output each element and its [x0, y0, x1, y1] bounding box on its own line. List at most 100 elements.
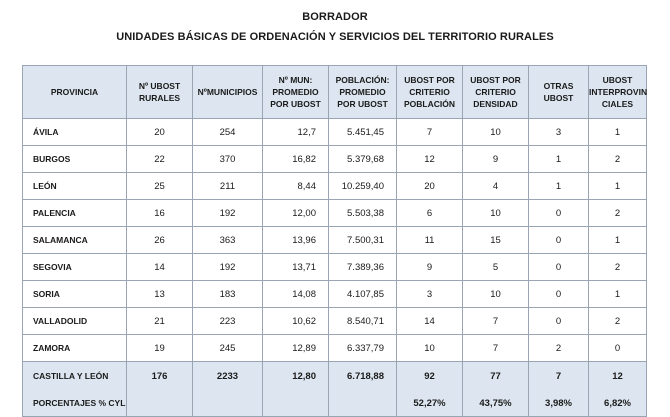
total-cell: 92	[396, 361, 463, 390]
table-cell: 254	[192, 118, 263, 146]
table-cell: 15	[462, 226, 529, 254]
percent-cell: 43,75%	[462, 390, 529, 417]
header-criterio-densidad: UBOST POR CRITERIO DENSIDAD	[462, 65, 529, 119]
table-cell: 1	[588, 226, 647, 254]
table-cell: 3	[528, 118, 589, 146]
table-cell: 14	[396, 307, 463, 335]
document-subtitle: UNIDADES BÁSICAS DE ORDENACIÓN Y SERVICI…	[116, 31, 554, 43]
table-row: SORIA 13 183 14,08 4.107,85 3 10 0 1	[22, 280, 647, 308]
table-cell: 2	[588, 145, 647, 173]
percent-cell	[126, 390, 193, 417]
table-row: BURGOS 22 370 16,82 5.379,68 12 9 1 2	[22, 145, 647, 173]
total-label: CASTILLA Y LEÓN	[22, 361, 127, 390]
table-cell: 10	[396, 334, 463, 362]
table-cell: 5	[462, 253, 529, 281]
table-cell: 20	[396, 172, 463, 200]
table-cell: 10,62	[262, 307, 329, 335]
table-cell: 0	[588, 334, 647, 362]
table-cell: 4.107,85	[328, 280, 397, 308]
total-cell: 176	[126, 361, 193, 390]
table-cell: 11	[396, 226, 463, 254]
table-cell: 10.259,40	[328, 172, 397, 200]
table-cell: 211	[192, 172, 263, 200]
table-cell: 12,89	[262, 334, 329, 362]
percent-label: PORCENTAJES % CYL	[22, 390, 127, 417]
table-cell: 192	[192, 253, 263, 281]
table-cell: 1	[588, 280, 647, 308]
header-interprovinciales: UBOST INTERPROVIN CIALES	[588, 65, 647, 119]
table-cell: 245	[192, 334, 263, 362]
percent-cell: 52,27%	[396, 390, 463, 417]
table-cell: 14,08	[262, 280, 329, 308]
percent-cell	[328, 390, 397, 417]
table-cell: 6	[396, 199, 463, 227]
table-cell: 8,44	[262, 172, 329, 200]
table-cell: 10	[462, 199, 529, 227]
table-cell: 5.379,68	[328, 145, 397, 173]
total-cell: 2233	[192, 361, 263, 390]
table-row: SALAMANCA 26 363 13,96 7.500,31 11 15 0 1	[22, 226, 647, 254]
table-cell: 13,96	[262, 226, 329, 254]
percent-cell: 3,98%	[528, 390, 589, 417]
table-row: PALENCIA 16 192 12,00 5.503,38 6 10 0 2	[22, 199, 647, 227]
total-cell: 77	[462, 361, 529, 390]
table-cell: 21	[126, 307, 193, 335]
table-row: VALLADOLID 21 223 10,62 8.540,71 14 7 0 2	[22, 307, 647, 335]
table-cell: 370	[192, 145, 263, 173]
table-cell: 22	[126, 145, 193, 173]
percent-row: PORCENTAJES % CYL 52,27% 43,75% 3,98% 6,…	[22, 390, 647, 417]
percent-cell	[192, 390, 263, 417]
table-cell: 2	[588, 253, 647, 281]
table-cell: 0	[528, 226, 589, 254]
table-cell: 7	[462, 307, 529, 335]
header-criterio-poblacion: UBOST POR CRITERIO POBLACIÓN	[396, 65, 463, 119]
table-cell: 1	[588, 118, 647, 146]
province-name: SALAMANCA	[22, 226, 127, 254]
header-mun-promedio: Nº MUN: PROMEDIO POR UBOST	[262, 65, 329, 119]
table-row: SEGOVIA 14 192 13,71 7.389,36 9 5 0 2	[22, 253, 647, 281]
province-name: LEÓN	[22, 172, 127, 200]
table-row: LEÓN 25 211 8,44 10.259,40 20 4 1 1	[22, 172, 647, 200]
province-name: ZAMORA	[22, 334, 127, 362]
province-name: ÁVILA	[22, 118, 127, 146]
table-cell: 16	[126, 199, 193, 227]
table-cell: 16,82	[262, 145, 329, 173]
ubost-table: PROVINCIA Nº UBOST RURALES NºMUNICIPIOS …	[22, 65, 647, 417]
table-cell: 192	[192, 199, 263, 227]
table-cell: 1	[528, 172, 589, 200]
table-row: ÁVILA 20 254 12,7 5.451,45 7 10 3 1	[22, 118, 647, 146]
province-name: PALENCIA	[22, 199, 127, 227]
table-cell: 25	[126, 172, 193, 200]
table-cell: 0	[528, 199, 589, 227]
table-cell: 7.500,31	[328, 226, 397, 254]
header-provincia: PROVINCIA	[22, 65, 127, 119]
table-cell: 0	[528, 253, 589, 281]
table-cell: 8.540,71	[328, 307, 397, 335]
header-ubost-rurales: Nº UBOST RURALES	[126, 65, 193, 119]
province-name: VALLADOLID	[22, 307, 127, 335]
table-cell: 12,00	[262, 199, 329, 227]
table-cell: 14	[126, 253, 193, 281]
table-cell: 183	[192, 280, 263, 308]
table-cell: 5.451,45	[328, 118, 397, 146]
table-cell: 1	[588, 172, 647, 200]
table-cell: 0	[528, 307, 589, 335]
table-cell: 6.337,79	[328, 334, 397, 362]
percent-cell: 6,82%	[588, 390, 647, 417]
table-header-row: PROVINCIA Nº UBOST RURALES NºMUNICIPIOS …	[22, 65, 647, 119]
table-cell: 26	[126, 226, 193, 254]
table-cell: 2	[528, 334, 589, 362]
table-cell: 9	[462, 145, 529, 173]
total-row: CASTILLA Y LEÓN 176 2233 12,80 6.718,88 …	[22, 361, 647, 390]
table-cell: 19	[126, 334, 193, 362]
table-cell: 2	[588, 307, 647, 335]
table-cell: 3	[396, 280, 463, 308]
table-cell: 2	[588, 199, 647, 227]
table-cell: 13,71	[262, 253, 329, 281]
header-municipios: NºMUNICIPIOS	[192, 65, 263, 119]
table-cell: 223	[192, 307, 263, 335]
total-cell: 12	[588, 361, 647, 390]
province-name: SORIA	[22, 280, 127, 308]
header-poblacion-promedio: POBLACIÓN: PROMEDIO POR UBOST	[328, 65, 397, 119]
table-cell: 0	[528, 280, 589, 308]
